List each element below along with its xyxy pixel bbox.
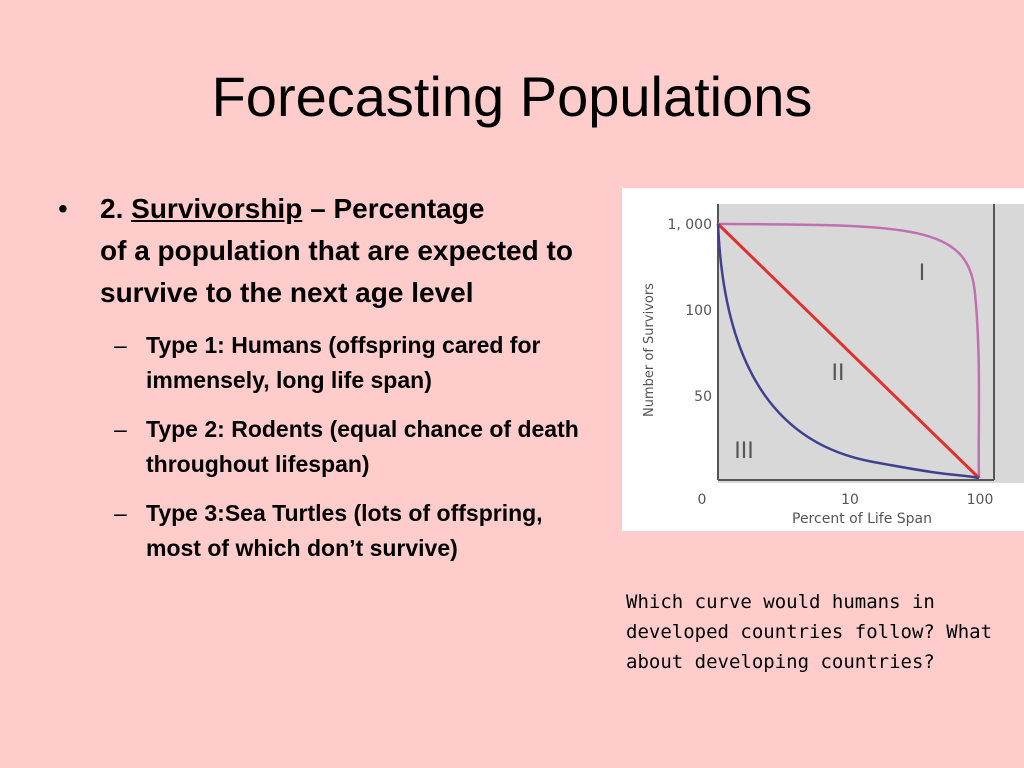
sub-bullet-type-1: – Type 1: Humans (offspring cared for im…	[100, 328, 598, 398]
curve-label-i: I	[919, 261, 926, 286]
main-bullet-definition-start: – Percentage	[302, 193, 485, 224]
main-bullet: • 2. Survivorship – Percentage of a popu…	[58, 188, 598, 566]
sub-bullet-list: – Type 1: Humans (offspring cared for im…	[100, 328, 598, 566]
survivorship-chart: 1, 000 100 50 0 10 100 Percent of Life Span Num…	[622, 188, 1024, 531]
sub-bullet-type-2: – Type 2: Rodents (equal chance of death…	[100, 412, 598, 482]
curve-type-iii	[716, 223, 980, 480]
dash-icon: –	[114, 500, 127, 526]
bullet-dot-icon: •	[58, 193, 68, 224]
curve-type-ii	[716, 222, 981, 480]
survivorship-chart-svg: 1, 000 100 50 0 10 100 Percent of Life Span Num…	[640, 204, 1024, 531]
chart-left-margin	[640, 204, 718, 531]
main-bullet-term: Survivorship	[131, 193, 303, 224]
sub-bullet-text: Type 1: Humans (offspring cared for imme…	[146, 332, 541, 393]
dash-icon: –	[114, 332, 127, 358]
y-axis-label: Number of Survivors	[642, 283, 657, 417]
x-tick-label: 0	[698, 492, 707, 508]
curve-label-iii: III	[734, 439, 753, 464]
sub-bullet-text: Type 3:Sea Turtles (lots of offspring, m…	[146, 500, 543, 561]
sub-bullet-text: Type 2: Rodents (equal chance of death t…	[146, 416, 579, 477]
main-bullet-prefix: 2.	[100, 193, 124, 224]
curve-label-ii: II	[832, 361, 845, 386]
curve-type-i	[717, 222, 981, 479]
question-caption: Which curve would humans in developed co…	[626, 591, 993, 673]
chart-bottom-margin	[640, 483, 1024, 531]
x-axis-label: Percent of Life Span	[792, 511, 932, 527]
y-tick-label: 100	[685, 303, 712, 319]
main-bullet-definition: of a population that are expected to sur…	[100, 235, 573, 308]
sub-bullet-type-3: – Type 3:Sea Turtles (lots of offspring,…	[100, 496, 598, 566]
y-tick-label: 1, 000	[667, 217, 712, 233]
dash-icon: –	[114, 416, 127, 442]
bullet-list: • 2. Survivorship – Percentage of a popu…	[58, 188, 598, 580]
slide-title: Forecasting Populations	[211, 65, 813, 128]
x-tick-label: 100	[967, 492, 994, 508]
y-tick-label: 50	[694, 389, 712, 405]
x-tick-label: 10	[841, 492, 859, 508]
